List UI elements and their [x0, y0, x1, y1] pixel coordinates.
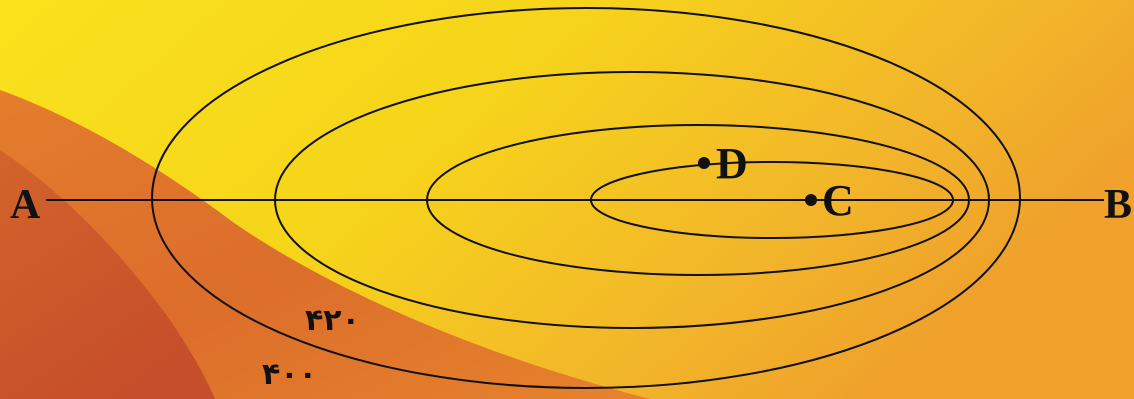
contour-inner-1 — [426, 124, 970, 276]
contour-420 — [274, 71, 990, 329]
point-d-marker — [698, 157, 710, 169]
background-wedge-dark — [0, 150, 215, 399]
point-c-label: C — [822, 176, 854, 225]
contour-inner-2 — [590, 161, 954, 239]
contours — [151, 7, 1021, 389]
contour-label-400: ۴۰۰ — [262, 357, 317, 392]
label-b: B — [1104, 182, 1132, 228]
label-a: A — [10, 182, 41, 228]
contour-400 — [151, 7, 1021, 389]
point-d-label: D — [716, 139, 748, 188]
point-c-marker — [805, 194, 817, 206]
contour-label-420: ۴۲۰ — [305, 303, 360, 338]
